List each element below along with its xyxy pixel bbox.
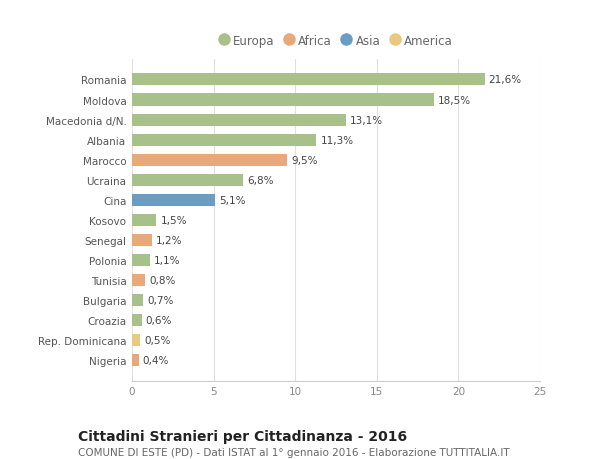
Text: Cittadini Stranieri per Cittadinanza - 2016: Cittadini Stranieri per Cittadinanza - 2… <box>78 429 407 443</box>
Text: 6,8%: 6,8% <box>247 175 274 185</box>
Bar <box>132 294 143 306</box>
Bar <box>132 235 152 246</box>
Bar <box>132 314 142 326</box>
Text: 13,1%: 13,1% <box>350 115 383 125</box>
Bar <box>132 174 243 186</box>
Bar <box>132 274 145 286</box>
Bar <box>132 134 316 146</box>
Text: 18,5%: 18,5% <box>438 95 471 105</box>
Text: 1,1%: 1,1% <box>154 255 181 265</box>
Text: 0,6%: 0,6% <box>146 315 172 325</box>
Bar <box>132 354 139 366</box>
Text: 1,2%: 1,2% <box>155 235 182 245</box>
Text: 5,1%: 5,1% <box>220 196 246 205</box>
Bar <box>132 94 434 106</box>
Text: 0,4%: 0,4% <box>143 355 169 365</box>
Text: 0,5%: 0,5% <box>144 336 170 345</box>
Text: 0,8%: 0,8% <box>149 275 176 285</box>
Bar <box>132 334 140 347</box>
Bar <box>132 114 346 126</box>
Text: 11,3%: 11,3% <box>320 135 353 146</box>
Text: 1,5%: 1,5% <box>161 215 187 225</box>
Bar <box>132 254 150 266</box>
Text: 21,6%: 21,6% <box>488 75 522 85</box>
Text: 0,7%: 0,7% <box>148 295 174 305</box>
Text: COMUNE DI ESTE (PD) - Dati ISTAT al 1° gennaio 2016 - Elaborazione TUTTITALIA.IT: COMUNE DI ESTE (PD) - Dati ISTAT al 1° g… <box>78 448 509 458</box>
Bar <box>132 154 287 166</box>
Bar <box>132 194 215 206</box>
Text: 9,5%: 9,5% <box>291 155 317 165</box>
Legend: Europa, Africa, Asia, America: Europa, Africa, Asia, America <box>214 30 458 53</box>
Bar <box>132 74 485 86</box>
Bar <box>132 214 157 226</box>
